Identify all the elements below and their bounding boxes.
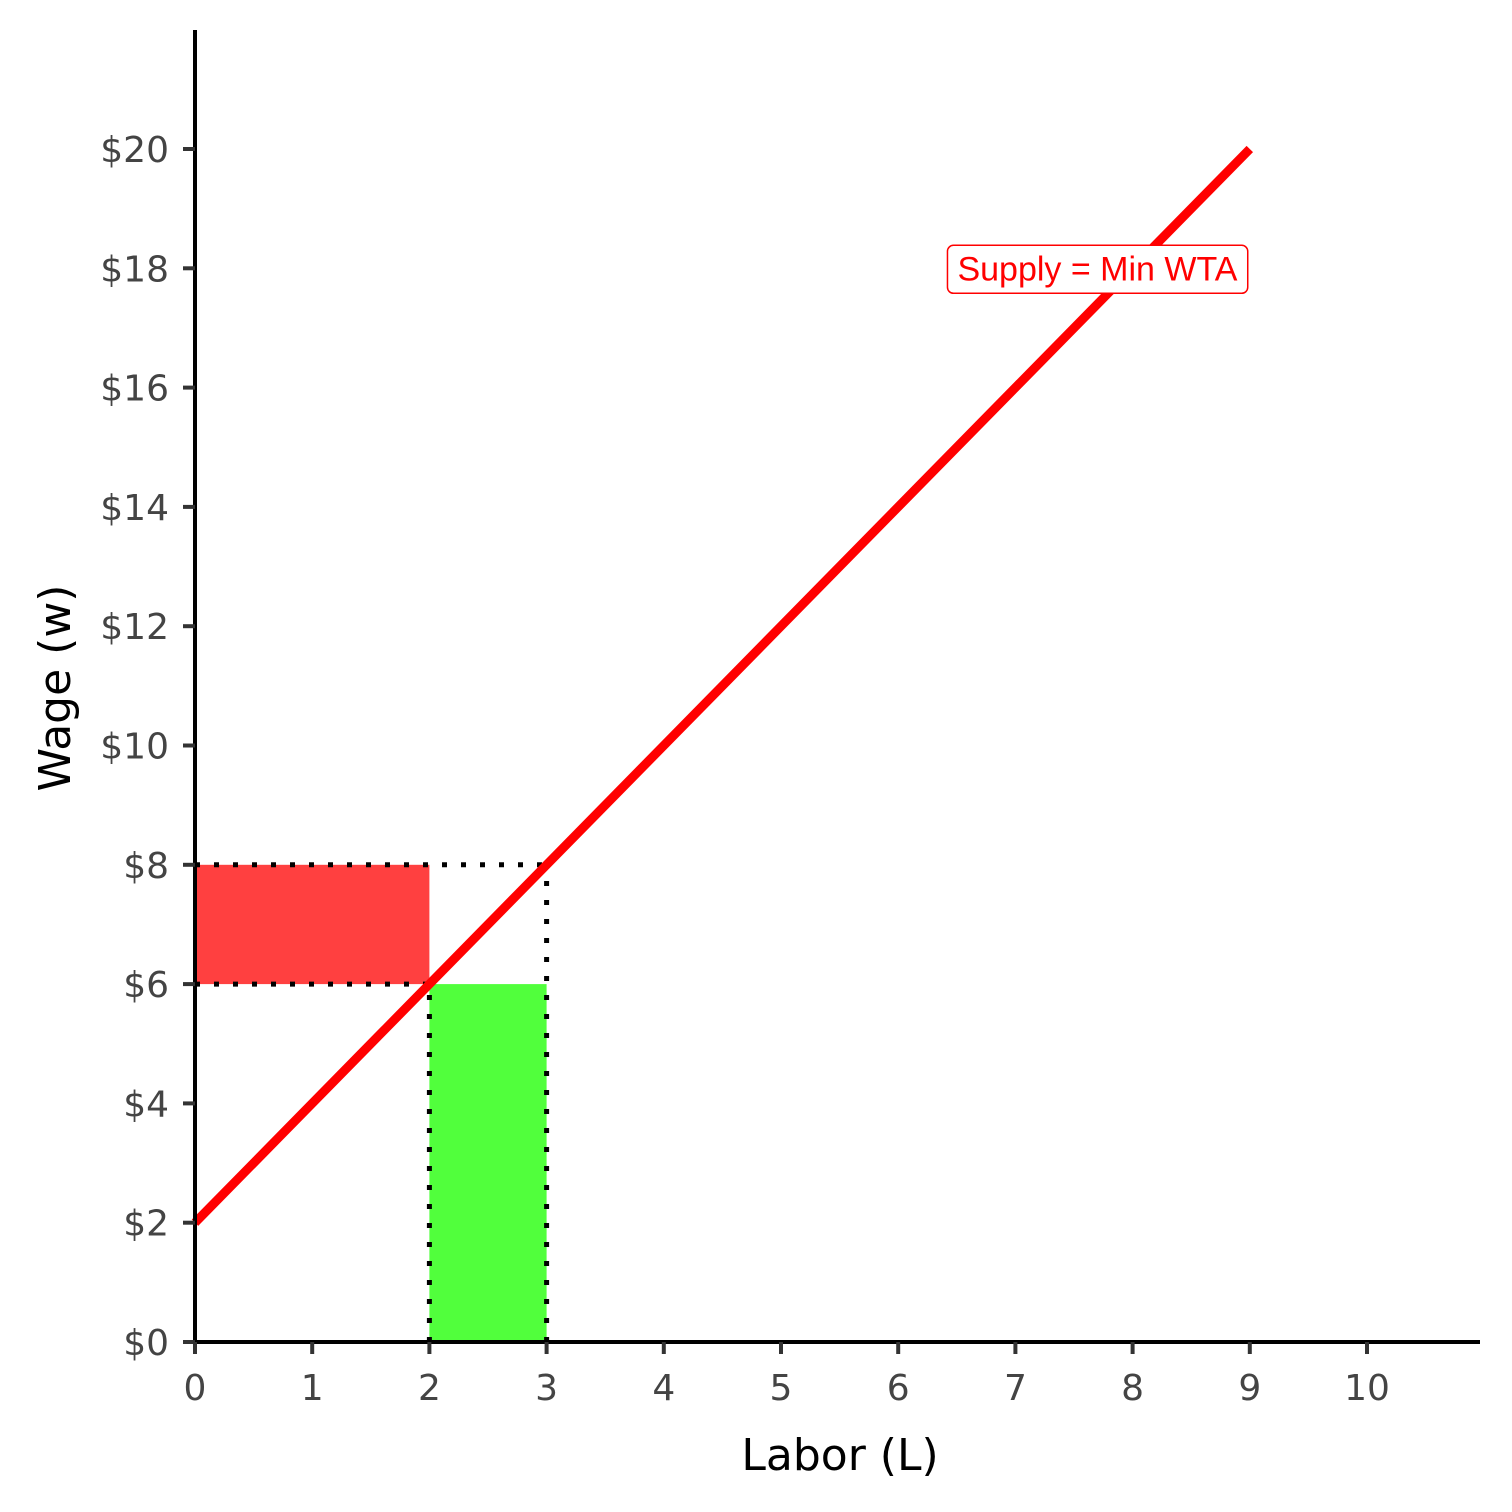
annotation-box xyxy=(946,244,1249,295)
x-tick-label: 0 xyxy=(184,1368,207,1409)
axes: 0 1 2 3 4 5 6 7 8 9 10 $0 $2 $4 $6 $8 $10 $12 $14 $16 $18 $2… xyxy=(100,30,1480,1409)
annotation-label: Supply = Min WTA xyxy=(957,250,1237,288)
y-axis-ticks: $0 $2 $4 $6 $8 $10 $12 $14 $16 $18 $20 xyxy=(100,130,195,1364)
y-axis-title: Wage (w) xyxy=(30,585,81,792)
annotations: Supply = Min WTA xyxy=(946,244,1249,295)
y-tick-label: $0 xyxy=(123,1323,169,1364)
y-tick-label: $8 xyxy=(123,846,169,887)
series-line-0 xyxy=(191,145,1254,1226)
x-tick-label: 9 xyxy=(1238,1368,1261,1409)
y-tick-label: $18 xyxy=(100,249,169,290)
shaded-region-0 xyxy=(195,864,430,985)
shaded-region-1 xyxy=(429,984,547,1342)
x-tick-label: 1 xyxy=(301,1368,324,1409)
y-tick-label: $2 xyxy=(123,1204,169,1245)
x-tick-label: 6 xyxy=(887,1368,910,1409)
y-tick-label: $10 xyxy=(100,727,169,768)
y-tick-label: $14 xyxy=(100,488,169,529)
y-tick-label: $6 xyxy=(123,965,169,1006)
x-tick-label: 2 xyxy=(418,1368,441,1409)
x-tick-label: 3 xyxy=(535,1368,558,1409)
x-tick-label: 5 xyxy=(770,1368,793,1409)
reference-lines xyxy=(195,862,550,1342)
y-tick-label: $20 xyxy=(100,130,169,171)
y-tick-label: $16 xyxy=(100,369,169,410)
x-axis-ticks: 0 1 2 3 4 5 6 7 8 9 10 xyxy=(184,1342,1390,1409)
series-lines xyxy=(191,145,1254,1226)
x-axis-title: Labor (L) xyxy=(741,1430,938,1481)
annotation-0: Supply = Min WTA xyxy=(946,244,1249,295)
shaded-regions xyxy=(195,864,547,1342)
x-tick-label: 7 xyxy=(1004,1368,1027,1409)
x-tick-label: 8 xyxy=(1121,1368,1144,1409)
x-tick-label: 4 xyxy=(652,1368,675,1409)
x-tick-label: 10 xyxy=(1344,1368,1390,1409)
y-tick-label: $4 xyxy=(123,1084,169,1125)
y-tick-label: $12 xyxy=(100,607,169,648)
